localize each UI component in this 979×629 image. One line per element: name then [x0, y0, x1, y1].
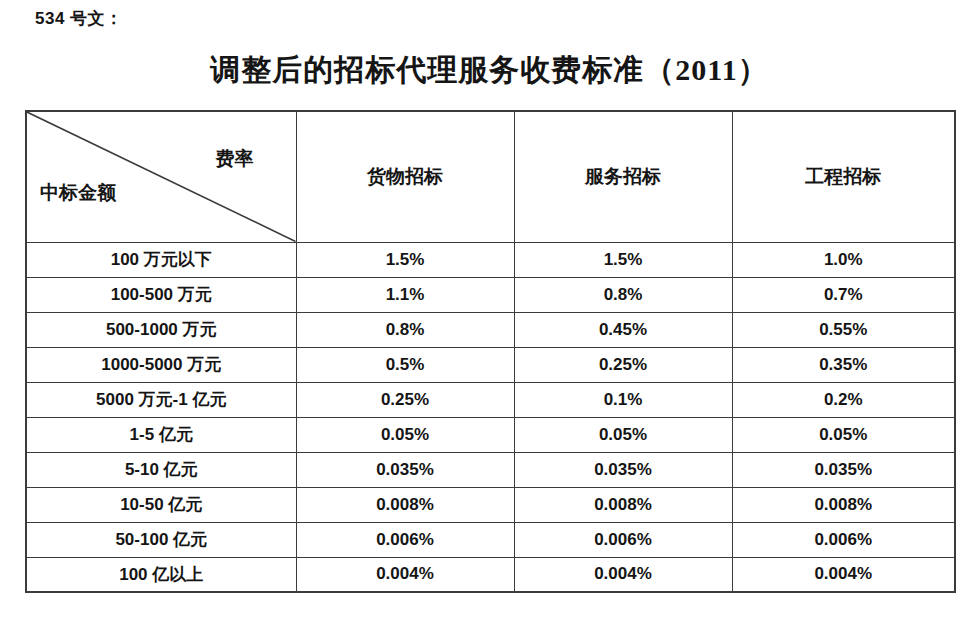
amount-cell: 100 亿以上	[26, 557, 296, 592]
rate-cell: 0.035%	[296, 452, 514, 487]
amount-cell: 100 万元以下	[26, 242, 296, 277]
rate-cell: 0.25%	[514, 347, 732, 382]
rate-cell: 0.035%	[732, 452, 955, 487]
column-header-services: 服务招标	[514, 111, 732, 242]
rate-cell: 1.1%	[296, 277, 514, 312]
rate-cell: 0.008%	[296, 487, 514, 522]
document-page: 534 号文： 调整后的招标代理服务收费标准（2011） 费率 中标金额 货物招…	[0, 0, 979, 629]
rate-cell: 0.05%	[514, 417, 732, 452]
rate-cell: 0.004%	[296, 557, 514, 592]
rate-cell: 0.5%	[296, 347, 514, 382]
rate-cell: 0.1%	[514, 382, 732, 417]
corner-header-cell: 费率 中标金额	[26, 111, 296, 242]
amount-cell: 10-50 亿元	[26, 487, 296, 522]
doc-number-label: 534 号文：	[35, 7, 123, 30]
rate-cell: 1.0%	[732, 242, 955, 277]
rate-cell: 0.55%	[732, 312, 955, 347]
table-row: 500-1000 万元 0.8% 0.45% 0.55%	[26, 312, 955, 347]
rate-cell: 0.05%	[296, 417, 514, 452]
rate-cell: 0.45%	[514, 312, 732, 347]
amount-cell: 50-100 亿元	[26, 522, 296, 557]
table-row: 100 万元以下 1.5% 1.5% 1.0%	[26, 242, 955, 277]
rate-cell: 1.5%	[514, 242, 732, 277]
amount-cell: 100-500 万元	[26, 277, 296, 312]
table-row: 100-500 万元 1.1% 0.8% 0.7%	[26, 277, 955, 312]
table-row: 50-100 亿元 0.006% 0.006% 0.006%	[26, 522, 955, 557]
amount-cell: 5-10 亿元	[26, 452, 296, 487]
page-title: 调整后的招标代理服务收费标准（2011）	[0, 50, 979, 91]
table-header-row: 费率 中标金额 货物招标 服务招标 工程招标	[26, 111, 955, 242]
rate-cell: 0.8%	[514, 277, 732, 312]
rate-cell: 0.008%	[732, 487, 955, 522]
rate-cell: 0.006%	[514, 522, 732, 557]
fee-rate-table: 费率 中标金额 货物招标 服务招标 工程招标 100 万元以下 1.5% 1.5…	[25, 110, 956, 593]
rate-cell: 0.004%	[514, 557, 732, 592]
rate-cell: 0.05%	[732, 417, 955, 452]
table-row: 100 亿以上 0.004% 0.004% 0.004%	[26, 557, 955, 592]
amount-cell: 1-5 亿元	[26, 417, 296, 452]
table-row: 5000 万元-1 亿元 0.25% 0.1% 0.2%	[26, 382, 955, 417]
column-header-goods: 货物招标	[296, 111, 514, 242]
rate-cell: 1.5%	[296, 242, 514, 277]
rate-cell: 0.35%	[732, 347, 955, 382]
rate-cell: 0.035%	[514, 452, 732, 487]
rate-cell: 0.8%	[296, 312, 514, 347]
table-row: 5-10 亿元 0.035% 0.035% 0.035%	[26, 452, 955, 487]
table-row: 10-50 亿元 0.008% 0.008% 0.008%	[26, 487, 955, 522]
column-header-works: 工程招标	[732, 111, 955, 242]
amount-cell: 500-1000 万元	[26, 312, 296, 347]
rate-cell: 0.7%	[732, 277, 955, 312]
diagonal-divider-line	[27, 112, 296, 242]
corner-label-rate: 费率	[216, 146, 254, 172]
table-row: 1-5 亿元 0.05% 0.05% 0.05%	[26, 417, 955, 452]
rate-cell: 0.006%	[732, 522, 955, 557]
table-row: 1000-5000 万元 0.5% 0.25% 0.35%	[26, 347, 955, 382]
amount-cell: 5000 万元-1 亿元	[26, 382, 296, 417]
corner-label-amount: 中标金额	[40, 180, 116, 206]
amount-cell: 1000-5000 万元	[26, 347, 296, 382]
rate-cell: 0.25%	[296, 382, 514, 417]
rate-cell: 0.004%	[732, 557, 955, 592]
rate-cell: 0.2%	[732, 382, 955, 417]
rate-cell: 0.008%	[514, 487, 732, 522]
rate-cell: 0.006%	[296, 522, 514, 557]
